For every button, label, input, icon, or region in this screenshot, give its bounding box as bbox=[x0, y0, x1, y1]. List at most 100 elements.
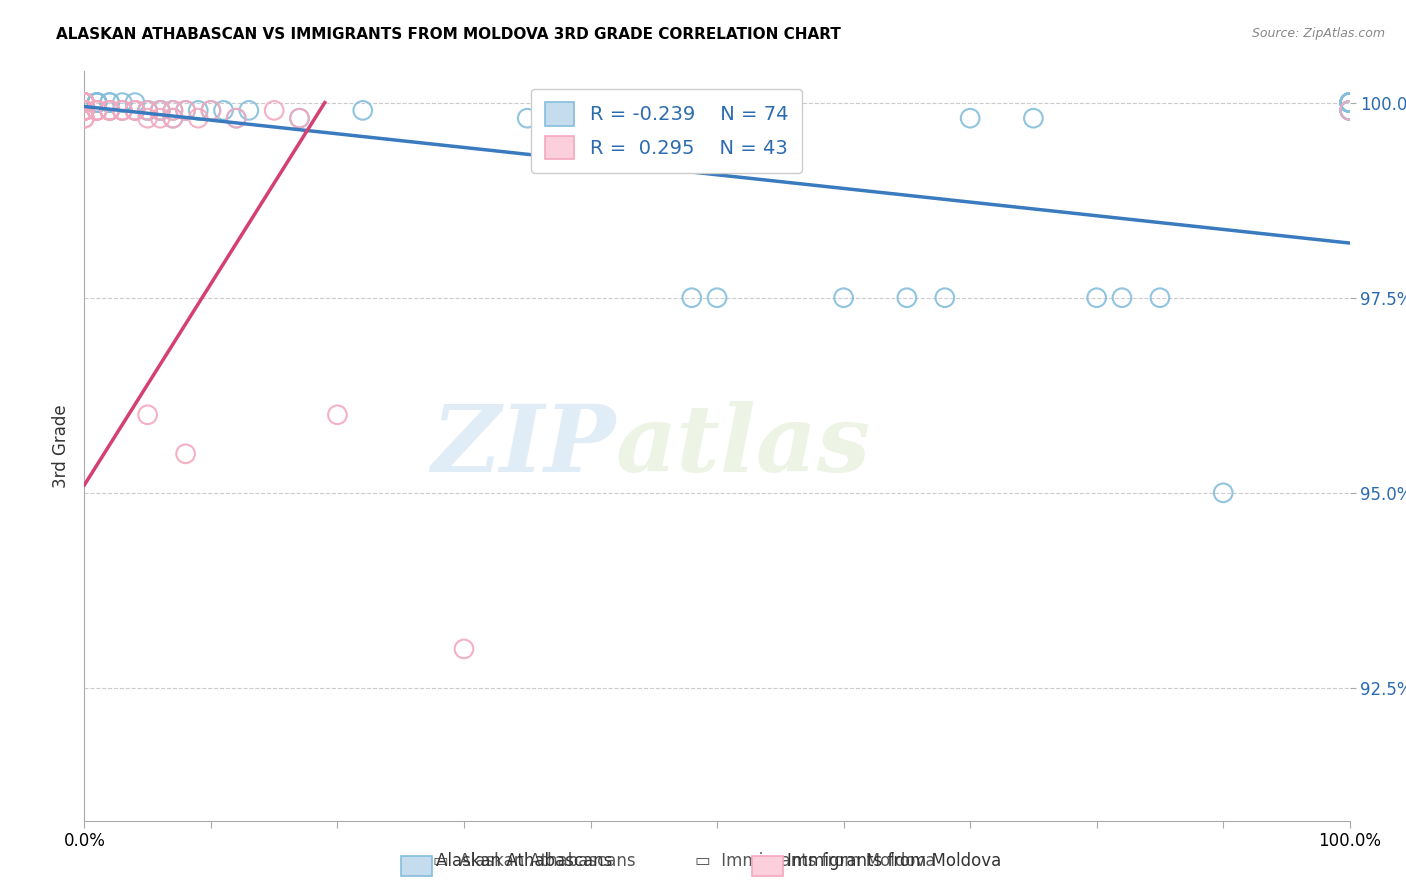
Point bbox=[136, 111, 159, 125]
Point bbox=[1339, 103, 1361, 118]
Text: Alaskan Athabascans: Alaskan Athabascans bbox=[436, 852, 612, 870]
Point bbox=[1149, 291, 1171, 305]
Point bbox=[136, 408, 159, 422]
Point bbox=[73, 111, 96, 125]
Point bbox=[1339, 95, 1361, 110]
Point bbox=[124, 103, 146, 118]
Point bbox=[86, 95, 108, 110]
Point bbox=[174, 103, 197, 118]
Text: ▭  Immigrants from Moldova: ▭ Immigrants from Moldova bbox=[695, 852, 936, 870]
Point bbox=[149, 103, 172, 118]
Point bbox=[934, 291, 956, 305]
Point bbox=[1339, 95, 1361, 110]
Point bbox=[111, 103, 134, 118]
Point bbox=[86, 95, 108, 110]
Point bbox=[896, 291, 918, 305]
Point bbox=[579, 111, 602, 125]
Legend: R = -0.239    N = 74, R =  0.295    N = 43: R = -0.239 N = 74, R = 0.295 N = 43 bbox=[531, 88, 801, 173]
Point bbox=[111, 103, 134, 118]
Point bbox=[73, 103, 96, 118]
Point bbox=[86, 95, 108, 110]
Point bbox=[1085, 291, 1108, 305]
Point bbox=[1022, 111, 1045, 125]
Point bbox=[73, 95, 96, 110]
Point bbox=[162, 111, 184, 125]
Point bbox=[1339, 95, 1361, 110]
Point bbox=[706, 291, 728, 305]
Point bbox=[1339, 103, 1361, 118]
Point bbox=[86, 95, 108, 110]
Point bbox=[98, 103, 121, 118]
Point bbox=[516, 111, 538, 125]
Text: Source: ZipAtlas.com: Source: ZipAtlas.com bbox=[1251, 27, 1385, 40]
Point bbox=[1339, 95, 1361, 110]
Point bbox=[1339, 95, 1361, 110]
Point bbox=[1339, 95, 1361, 110]
Point bbox=[86, 103, 108, 118]
Point bbox=[98, 103, 121, 118]
Point bbox=[1339, 95, 1361, 110]
Point bbox=[453, 641, 475, 656]
Text: ALASKAN ATHABASCAN VS IMMIGRANTS FROM MOLDOVA 3RD GRADE CORRELATION CHART: ALASKAN ATHABASCAN VS IMMIGRANTS FROM MO… bbox=[56, 27, 841, 42]
Point bbox=[187, 111, 209, 125]
Text: ZIP: ZIP bbox=[432, 401, 616, 491]
Point bbox=[200, 103, 222, 118]
Y-axis label: 3rd Grade: 3rd Grade bbox=[52, 404, 70, 488]
Point bbox=[111, 95, 134, 110]
Point bbox=[73, 103, 96, 118]
Point bbox=[174, 447, 197, 461]
Point bbox=[832, 291, 855, 305]
Point bbox=[136, 103, 159, 118]
Point bbox=[263, 103, 285, 118]
Point bbox=[73, 95, 96, 110]
Point bbox=[200, 103, 222, 118]
Point bbox=[124, 103, 146, 118]
Point bbox=[98, 103, 121, 118]
Point bbox=[98, 103, 121, 118]
Point bbox=[187, 103, 209, 118]
Point bbox=[1111, 291, 1133, 305]
Point bbox=[225, 111, 247, 125]
Point bbox=[73, 95, 96, 110]
Point bbox=[98, 103, 121, 118]
Point bbox=[73, 103, 96, 118]
Point bbox=[681, 291, 703, 305]
Point bbox=[1339, 95, 1361, 110]
Point bbox=[162, 103, 184, 118]
Point bbox=[73, 95, 96, 110]
Text: atlas: atlas bbox=[616, 401, 872, 491]
Point bbox=[1339, 103, 1361, 118]
Point bbox=[98, 95, 121, 110]
Point bbox=[73, 103, 96, 118]
Point bbox=[288, 111, 311, 125]
Point bbox=[73, 95, 96, 110]
Point bbox=[617, 103, 640, 118]
Point bbox=[959, 111, 981, 125]
Point bbox=[149, 103, 172, 118]
Point bbox=[149, 103, 172, 118]
Point bbox=[73, 95, 96, 110]
Point bbox=[162, 103, 184, 118]
Point bbox=[1339, 95, 1361, 110]
Point bbox=[111, 103, 134, 118]
Point bbox=[326, 408, 349, 422]
Point bbox=[86, 103, 108, 118]
Point bbox=[73, 111, 96, 125]
Point bbox=[1339, 103, 1361, 118]
Point bbox=[73, 95, 96, 110]
Point bbox=[73, 95, 96, 110]
Point bbox=[149, 111, 172, 125]
Point bbox=[288, 111, 311, 125]
Point bbox=[86, 95, 108, 110]
Point bbox=[73, 95, 96, 110]
Point bbox=[352, 103, 374, 118]
Point bbox=[225, 111, 247, 125]
Point bbox=[86, 103, 108, 118]
Point bbox=[73, 103, 96, 118]
Point bbox=[162, 111, 184, 125]
Text: ▭  Alaskan Athabascans: ▭ Alaskan Athabascans bbox=[433, 852, 636, 870]
Point bbox=[238, 103, 260, 118]
Point bbox=[174, 103, 197, 118]
Point bbox=[136, 103, 159, 118]
Point bbox=[212, 103, 235, 118]
